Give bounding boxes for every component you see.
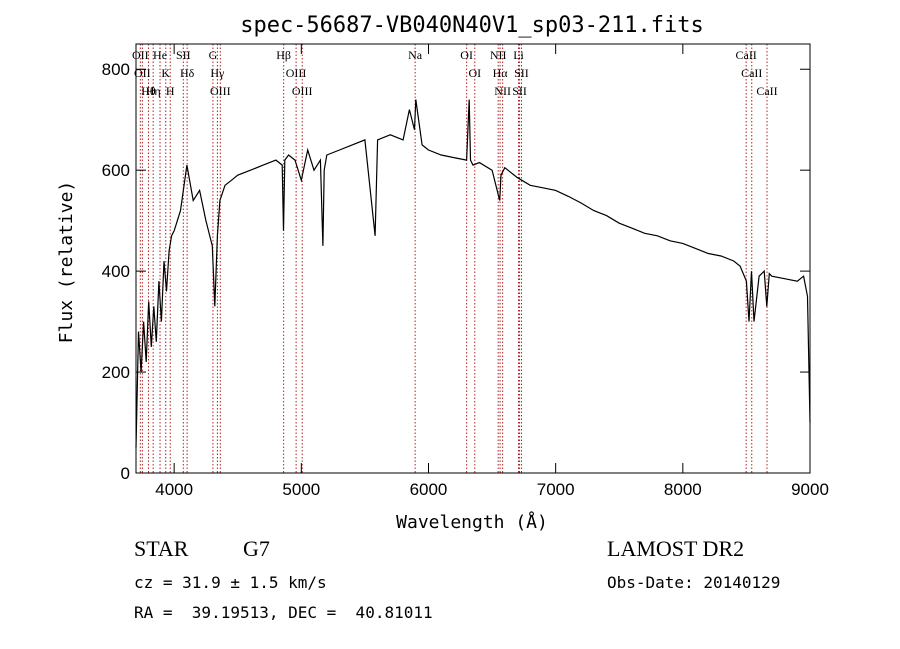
line-label-5: K <box>161 66 170 80</box>
line-label-4: He <box>153 48 167 62</box>
line-label-9: G <box>209 48 218 62</box>
line-label-0: OII <box>132 48 149 62</box>
object-subclass: G7 <box>243 536 270 561</box>
line-label-11: OIII <box>210 84 231 98</box>
spectrum-series-line <box>135 99 811 448</box>
x-tick-label-2: 6000 <box>410 480 448 499</box>
ra-dec-coordinates: RA = 39.19513, DEC = 40.81011 <box>134 603 433 622</box>
x-axis-label: Wavelength (Å) <box>396 511 548 533</box>
spectral-line-markers <box>139 44 768 473</box>
y-tick-label-0: 0 <box>121 464 130 483</box>
x-tick-label-1: 5000 <box>282 480 320 499</box>
plot-frame <box>135 43 811 474</box>
y-tick-label-1: 200 <box>102 363 130 382</box>
line-label-15: Na <box>408 48 423 62</box>
line-label-26: CaII <box>756 84 777 98</box>
line-label-6: H <box>166 84 175 98</box>
observation-date: Obs-Date: 20140129 <box>607 573 781 592</box>
y-axis-label: Flux (relative) <box>56 181 77 344</box>
chart-title: spec-56687-VB040N40V1_sp03-211.fits <box>240 13 704 38</box>
x-tick-label-0: 4000 <box>155 480 193 499</box>
line-label-2: Hθ <box>141 84 156 98</box>
line-label-24: CaII <box>735 48 756 62</box>
line-label-25: CaII <box>741 66 762 80</box>
line-label-8: Hδ <box>180 66 195 80</box>
line-label-7: SII <box>176 48 191 62</box>
line-label-22: SII <box>512 84 527 98</box>
line-label-3: Hη <box>146 84 161 98</box>
y-tick-label-2: 400 <box>102 262 130 281</box>
line-label-14: OIII <box>292 84 313 98</box>
object-class: STAR <box>134 536 189 561</box>
x-axis-ticks: 4000 5000 6000 7000 8000 9000 <box>155 44 829 499</box>
survey-name: LAMOST DR2 <box>607 536 745 561</box>
line-label-23: SII <box>514 66 529 80</box>
line-label-17: OI <box>468 66 481 80</box>
line-label-20: NII <box>494 84 511 98</box>
line-label-10: Hγ <box>210 66 225 80</box>
line-label-21: Li <box>513 48 524 62</box>
x-tick-label-5: 9000 <box>791 480 829 499</box>
line-label-16: OI <box>460 48 473 62</box>
x-tick-label-3: 7000 <box>537 480 575 499</box>
y-tick-label-3: 600 <box>102 161 130 180</box>
line-label-19: Hα <box>493 66 509 80</box>
redshift-velocity: cz = 31.9 ± 1.5 km/s <box>134 573 327 592</box>
x-tick-label-4: 8000 <box>664 480 702 499</box>
y-axis-ticks: 0 200 400 600 800 <box>102 60 810 483</box>
line-label-12: Hβ <box>276 48 291 62</box>
line-label-18: NII <box>490 48 507 62</box>
line-label-13: OIII <box>286 66 307 80</box>
y-tick-label-4: 800 <box>102 60 130 79</box>
line-label-1: OII <box>134 66 151 80</box>
